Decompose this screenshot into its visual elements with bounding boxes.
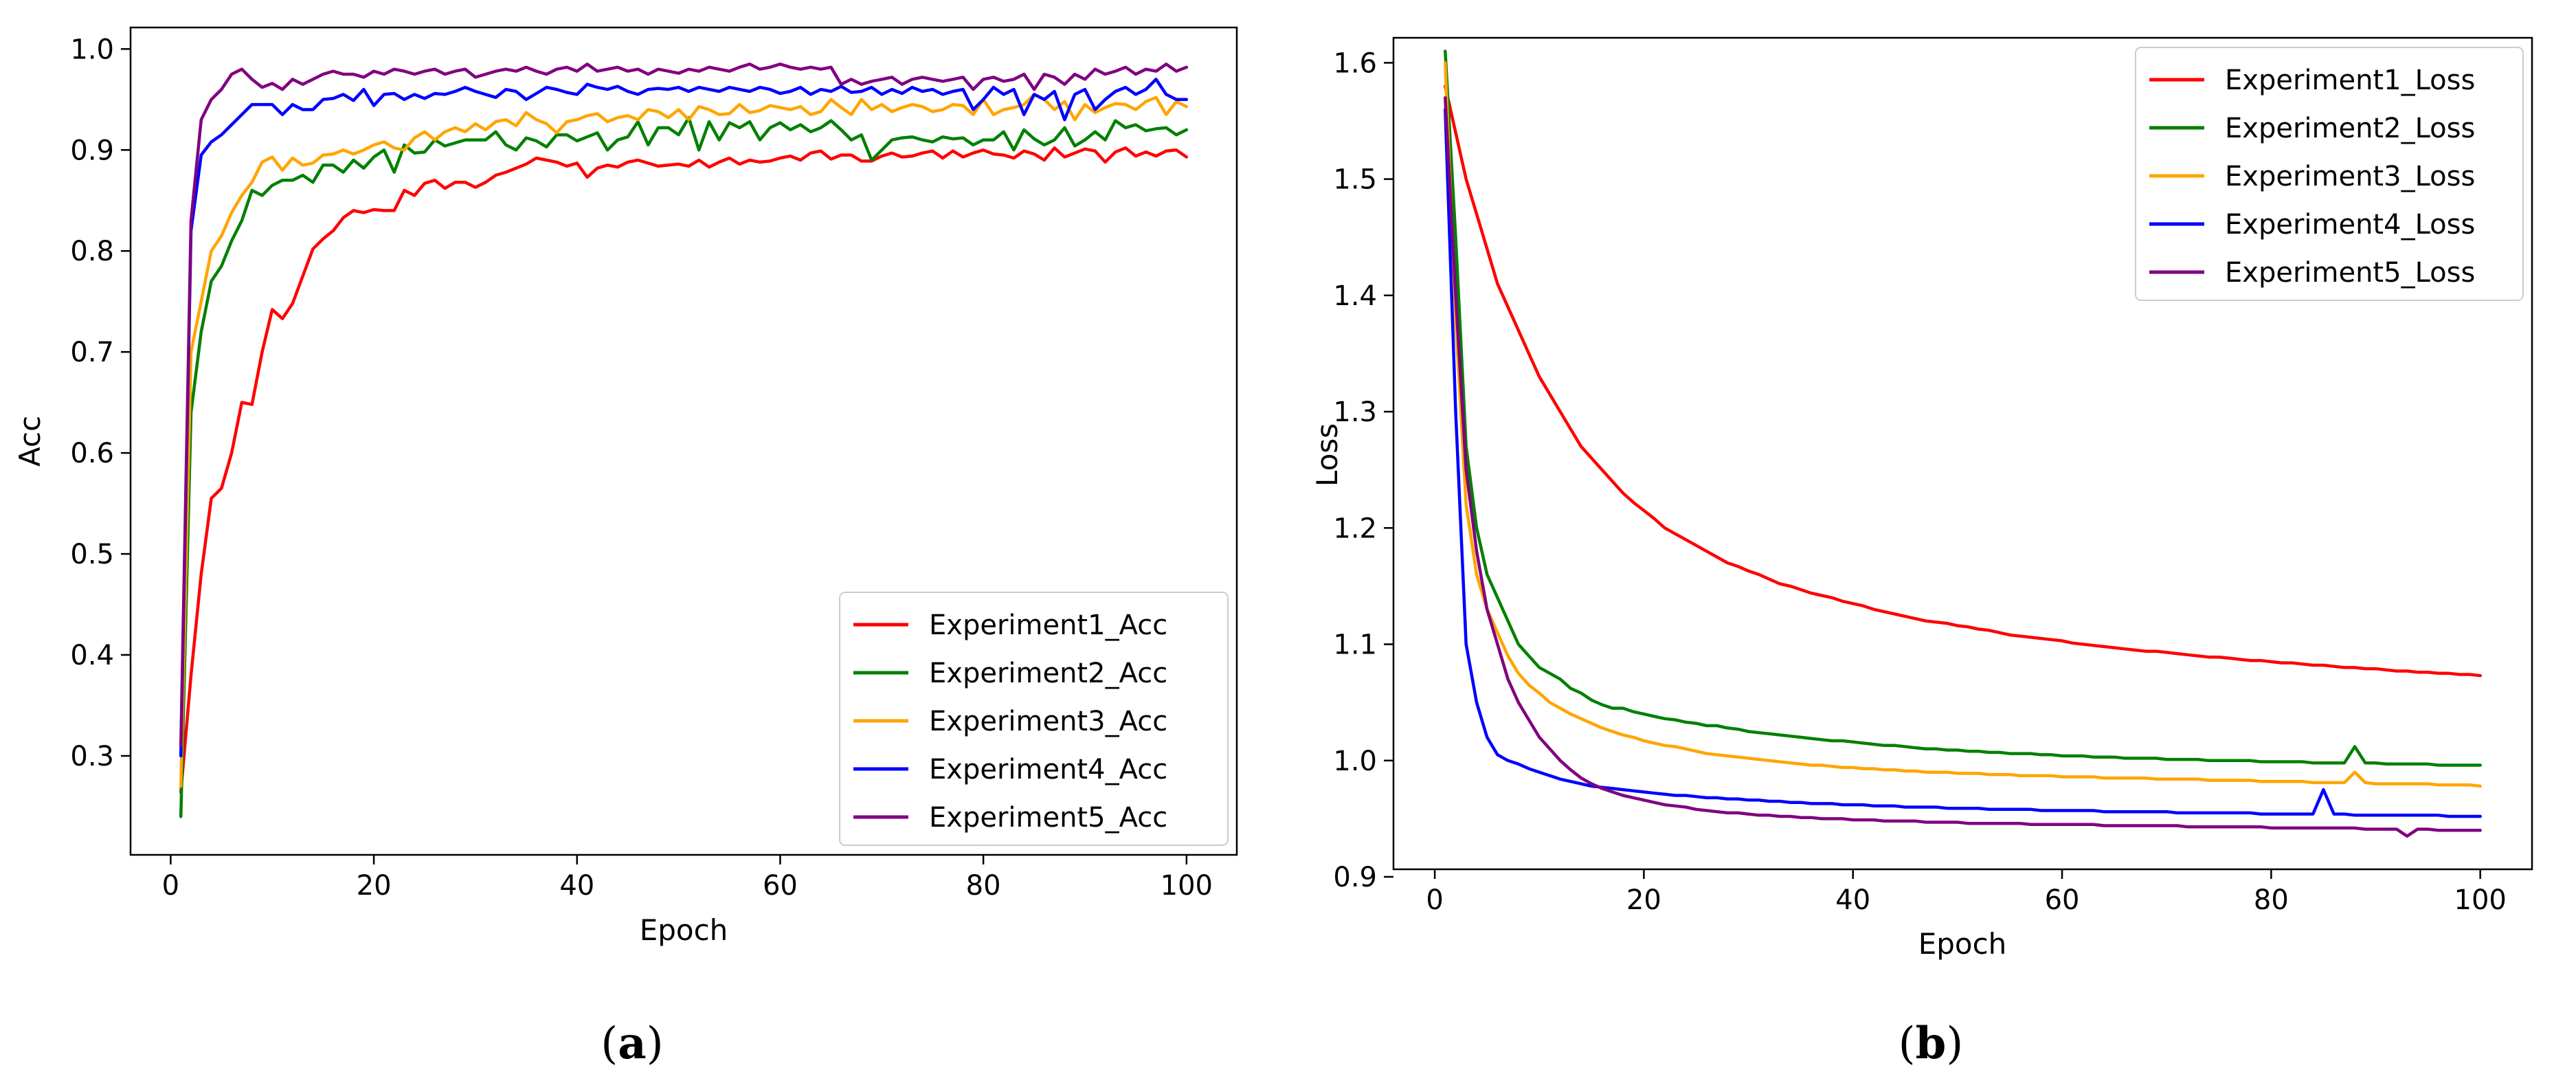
panel-b: 0 20 40 60 80 100 0.9 1.0 1.1 1.2 1.3 1.4 1.5 1.6 Ep…	[1310, 36, 2533, 1069]
x-tick-label: 0	[162, 870, 179, 902]
y-tick-label: 0.4	[70, 640, 114, 671]
x-ticks: 0 20 40 60 80 100	[162, 855, 1213, 902]
x-tick-label: 60	[763, 870, 798, 902]
series-line-3	[1444, 61, 2482, 788]
caption-letter-b: b	[1916, 1018, 1947, 1069]
y-tick-label: 0.8	[70, 236, 114, 267]
series-line-4	[1444, 107, 2482, 818]
y-tick-label: 0.5	[70, 539, 114, 570]
x-axis-label: Epoch	[1918, 927, 2007, 961]
y-tick-label: 0.6	[70, 438, 114, 469]
y-tick-label: 1.4	[1333, 280, 1377, 312]
series-line-5	[1444, 96, 2482, 838]
x-axis-label: Epoch	[640, 913, 728, 947]
y-axis-label: Loss	[1310, 423, 1344, 487]
caption-b: (b)	[1899, 1018, 1964, 1069]
legend-label-2: Experiment2_Loss	[2225, 113, 2475, 144]
x-tick-label: 80	[2254, 884, 2289, 916]
series-line-2	[1444, 49, 2482, 767]
y-tick-label: 1.2	[1333, 513, 1377, 544]
legend: Experiment1_Acc Experiment2_Acc Experiment…	[839, 592, 1229, 846]
y-tick-label: 0.7	[70, 337, 114, 368]
series-layer	[179, 63, 1189, 818]
legend-label-4: Experiment4_Loss	[2225, 209, 2475, 241]
legend-box	[839, 592, 1229, 846]
y-tick-label: 1.6	[1333, 47, 1377, 79]
x-ticks: 0 20 40 60 80 100	[1426, 869, 2507, 916]
x-tick-label: 60	[2045, 884, 2080, 916]
y-ticks: 0.3 0.4 0.5 0.6 0.7 0.8 0.9 1.0	[70, 34, 131, 772]
series-line-2	[179, 115, 1189, 818]
y-tick-label: 1.5	[1333, 164, 1377, 196]
series-line-1	[1444, 84, 2482, 678]
y-tick-label: 1.3	[1333, 397, 1377, 428]
series-layer	[1444, 49, 2482, 838]
y-tick-label: 0.9	[1333, 862, 1377, 893]
x-tick-label: 20	[1626, 884, 1661, 916]
y-ticks: 0.9 1.0 1.1 1.2 1.3 1.4 1.5 1.6	[1333, 47, 1393, 893]
legend-label-1: Experiment1_Acc	[929, 610, 1167, 641]
series-line-1	[179, 146, 1189, 794]
x-tick-label: 0	[1426, 884, 1443, 916]
legend-label-3: Experiment3_Acc	[929, 706, 1167, 737]
legend: Experiment1_Loss Experiment2_Loss Experime…	[2135, 47, 2524, 301]
y-axis-label: Acc	[13, 416, 47, 467]
y-tick-label: 1.0	[1333, 746, 1377, 777]
x-tick-label: 100	[2454, 884, 2507, 916]
panel-a: 0 20 40 60 80 100 0.3 0.4 0.5 0.6 0.7 0.8 0.9 1.0 Ep…	[13, 26, 1238, 1069]
legend-label-3: Experiment3_Loss	[2225, 161, 2475, 192]
x-tick-label: 20	[357, 870, 392, 902]
legend-label-2: Experiment2_Acc	[929, 658, 1167, 689]
y-tick-label: 1.1	[1333, 629, 1377, 661]
x-tick-label: 40	[559, 870, 594, 902]
caption-letter-a: a	[618, 1018, 646, 1069]
legend-label-1: Experiment1_Loss	[2225, 65, 2475, 96]
x-tick-label: 100	[1161, 870, 1213, 902]
y-tick-label: 0.9	[70, 135, 114, 166]
x-tick-label: 80	[966, 870, 1001, 902]
legend-label-4: Experiment4_Acc	[929, 754, 1167, 785]
legend-box	[2135, 47, 2524, 301]
caption-a: (a)	[601, 1018, 663, 1069]
y-tick-label: 1.0	[70, 34, 114, 65]
legend-label-5: Experiment5_Acc	[929, 802, 1167, 834]
x-tick-label: 40	[1835, 884, 1870, 916]
y-tick-label: 0.3	[70, 741, 114, 772]
legend-label-5: Experiment5_Loss	[2225, 257, 2475, 289]
series-line-4	[179, 78, 1189, 758]
series-line-5	[179, 63, 1189, 748]
